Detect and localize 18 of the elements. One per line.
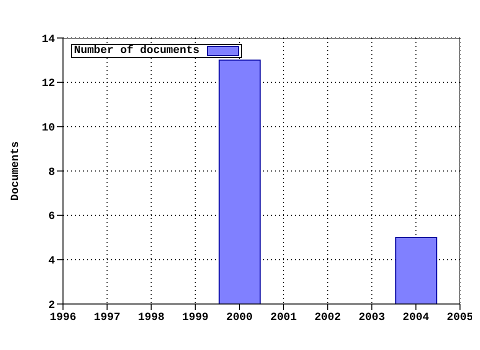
y-tick-label: 8 [48,166,56,179]
legend-label: Number of documents [74,45,200,57]
x-tick-label: 1998 [138,312,165,324]
x-tick-label: 1999 [182,312,209,324]
y-tick-label: 14 [42,34,56,46]
x-tick-label: 1996 [50,312,76,324]
y-tick-label: 4 [48,256,56,268]
x-tick-label: 1997 [94,312,120,324]
x-tick-label: 2000 [226,312,253,324]
y-axis-title: Documents [10,141,22,201]
y-tick-label: 12 [42,78,55,90]
y-tick-label: 2 [48,300,55,312]
x-tick-label: 2004 [402,312,430,324]
x-tick-label: 2002 [314,312,341,324]
y-tick-label: 6 [48,211,55,224]
x-tick-label: 2003 [358,312,386,324]
x-tick-label: 2001 [270,312,298,324]
y-tick-label: 10 [42,122,55,135]
